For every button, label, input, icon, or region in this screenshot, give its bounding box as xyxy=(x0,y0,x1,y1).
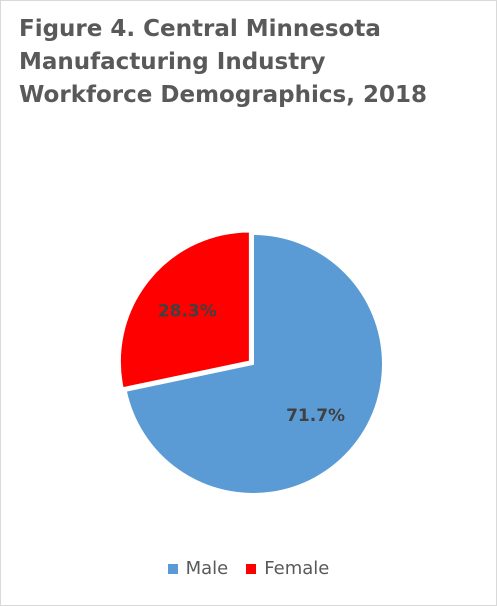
data-label-female: 28.3% xyxy=(158,302,217,322)
chart-title: Figure 4. Central Minnesota Manufacturin… xyxy=(19,16,427,108)
pie-slice-male xyxy=(124,232,384,495)
legend-label-male: Male xyxy=(185,558,229,579)
legend-swatch-female xyxy=(246,563,257,574)
legend-label-female: Female xyxy=(264,558,330,579)
pie-slice-female xyxy=(118,230,251,390)
legend-item-female: Female xyxy=(246,558,329,579)
chart-legend: Male Female xyxy=(0,558,497,579)
legend-swatch-male xyxy=(167,563,178,574)
legend-item-male: Male xyxy=(167,558,229,579)
data-label-male: 71.7% xyxy=(286,406,345,426)
